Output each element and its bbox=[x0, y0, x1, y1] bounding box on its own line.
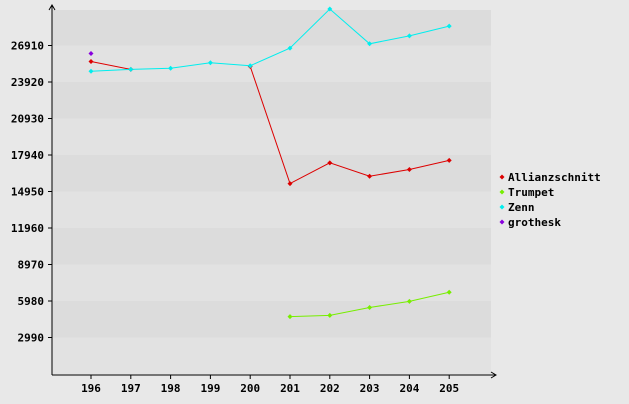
legend-marker bbox=[499, 219, 505, 225]
legend-marker bbox=[499, 204, 505, 210]
x-tick-label: 197 bbox=[121, 382, 141, 395]
x-tick-label: 199 bbox=[200, 382, 220, 395]
legend-label: grothesk bbox=[508, 216, 561, 229]
y-tick-label: 26910 bbox=[11, 40, 44, 53]
data-point-allianzschnitt bbox=[327, 160, 333, 166]
data-point-zenn bbox=[168, 65, 174, 71]
series-line-allianzschnitt bbox=[90, 61, 131, 70]
data-point-grothesk bbox=[88, 51, 94, 57]
plot-background-bands bbox=[52, 10, 491, 374]
legend-label: Allianzschnitt bbox=[508, 171, 601, 184]
data-point-zenn bbox=[367, 41, 373, 47]
data-point-trumpet bbox=[327, 312, 333, 318]
y-tick-label: 23920 bbox=[11, 76, 44, 89]
data-point-zenn bbox=[247, 63, 253, 69]
x-tick-label: 200 bbox=[240, 382, 260, 395]
data-point-trumpet bbox=[406, 298, 412, 304]
y-tick-label: 8970 bbox=[18, 259, 45, 272]
data-point-allianzschnitt bbox=[88, 58, 94, 64]
data-point-allianzschnitt bbox=[406, 167, 412, 173]
grid-band bbox=[52, 191, 491, 228]
data-point-allianzschnitt bbox=[287, 181, 293, 187]
x-tick-label: 204 bbox=[399, 382, 419, 395]
legend-item-zenn: Zenn bbox=[499, 201, 535, 214]
data-point-zenn bbox=[207, 60, 213, 66]
data-point-zenn bbox=[287, 45, 293, 51]
grid-band bbox=[52, 264, 491, 301]
x-tick-label: 203 bbox=[360, 382, 380, 395]
data-point-trumpet bbox=[367, 304, 373, 310]
grid-band bbox=[52, 337, 491, 374]
y-tick-label: 2990 bbox=[18, 332, 45, 345]
legend: Allianzschnitt Trumpet Zenn grothesk bbox=[499, 171, 601, 229]
grid-band bbox=[52, 155, 491, 192]
data-point-trumpet bbox=[446, 289, 452, 295]
data-point-trumpet bbox=[287, 314, 293, 320]
x-tick-label: 198 bbox=[161, 382, 181, 395]
data-point-zenn bbox=[88, 68, 94, 74]
data-point-zenn bbox=[406, 33, 412, 39]
grid-band bbox=[52, 82, 491, 119]
data-point-zenn bbox=[446, 23, 452, 29]
x-axis-ticks: 196 197 198 199 200 201 202 203 204 205 bbox=[81, 375, 459, 395]
grid-band bbox=[52, 45, 491, 82]
legend-item-grothesk: grothesk bbox=[499, 216, 561, 229]
data-point-zenn bbox=[128, 66, 134, 72]
grid-band bbox=[52, 10, 491, 46]
data-point-zenn bbox=[327, 6, 333, 12]
grid-band bbox=[52, 228, 491, 265]
grid-band bbox=[52, 301, 491, 338]
x-tick-label: 202 bbox=[320, 382, 340, 395]
legend-label: Zenn bbox=[508, 201, 535, 214]
legend-item-allianzschnitt: Allianzschnitt bbox=[499, 171, 601, 184]
x-tick-label: 205 bbox=[439, 382, 459, 395]
data-point-allianzschnitt bbox=[367, 173, 373, 179]
x-tick-label: 201 bbox=[280, 382, 300, 395]
y-tick-label: 14950 bbox=[11, 186, 44, 199]
legend-marker bbox=[499, 189, 505, 195]
series-line-zenn bbox=[90, 8, 450, 72]
legend-label: Trumpet bbox=[508, 186, 554, 199]
y-tick-label: 5980 bbox=[18, 295, 45, 308]
axes bbox=[48, 4, 497, 379]
x-axis-arrow bbox=[490, 371, 497, 379]
series-line-allianzschnitt bbox=[249, 66, 450, 185]
y-tick-label: 11960 bbox=[11, 222, 44, 235]
x-tick-label: 196 bbox=[81, 382, 101, 395]
series-points bbox=[88, 6, 452, 320]
legend-item-trumpet: Trumpet bbox=[499, 186, 554, 199]
y-tick-label: 20930 bbox=[11, 113, 44, 126]
data-point-allianzschnitt bbox=[446, 157, 452, 163]
legend-marker bbox=[499, 174, 505, 180]
y-axis-arrow bbox=[48, 4, 56, 11]
grid-band bbox=[52, 118, 491, 155]
y-tick-label: 17940 bbox=[11, 149, 44, 162]
y-axis-ticks: 2990 5980 8970 11960 14950 17940 20930 23920 269… bbox=[11, 40, 52, 345]
